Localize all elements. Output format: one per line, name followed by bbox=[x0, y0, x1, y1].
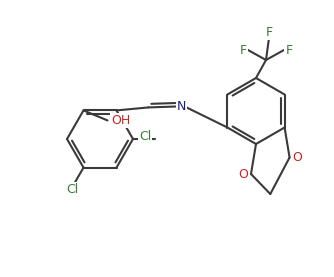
Text: F: F bbox=[286, 43, 293, 57]
Text: Cl: Cl bbox=[139, 130, 151, 143]
Text: OH: OH bbox=[112, 114, 131, 127]
Text: F: F bbox=[239, 43, 246, 57]
Text: O: O bbox=[238, 168, 248, 181]
Text: Cl: Cl bbox=[66, 183, 78, 196]
Text: F: F bbox=[266, 25, 273, 39]
Text: O: O bbox=[293, 151, 303, 164]
Text: N: N bbox=[177, 100, 186, 113]
